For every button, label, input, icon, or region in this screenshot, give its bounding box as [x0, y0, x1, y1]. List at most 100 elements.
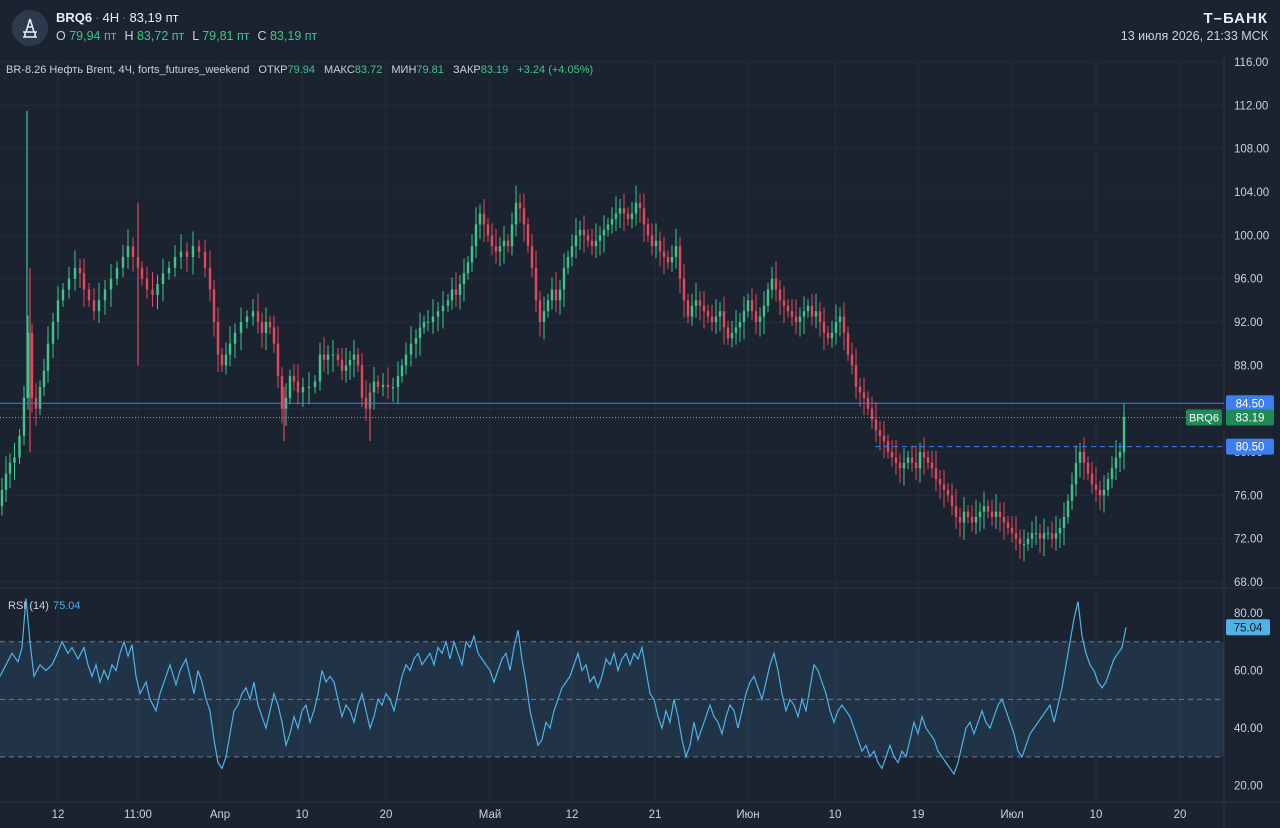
candle — [914, 445, 918, 481]
candle-body — [674, 246, 678, 257]
candle — [782, 285, 786, 324]
candle — [702, 291, 706, 329]
candle — [502, 226, 506, 264]
legend-open-label: ОТКР — [258, 64, 288, 76]
candle — [478, 204, 482, 240]
candle — [1034, 515, 1038, 546]
candle — [790, 299, 794, 326]
candle — [574, 218, 578, 259]
candle-body — [212, 289, 216, 322]
candle — [582, 215, 586, 253]
close-label: C — [257, 29, 267, 43]
candle — [454, 272, 458, 307]
candle — [510, 212, 514, 256]
candle-body — [409, 343, 413, 355]
last-price-tag — [1226, 409, 1274, 426]
candle-body — [1026, 538, 1030, 545]
candle — [706, 304, 710, 324]
candle-body — [934, 468, 938, 480]
candle — [56, 285, 60, 340]
candle — [618, 199, 622, 229]
candle — [292, 364, 296, 391]
legend-low: 79.81 — [416, 64, 444, 76]
candle — [558, 280, 562, 315]
candle-body — [272, 327, 276, 344]
candle-body — [51, 322, 55, 344]
legend-open: 79.94 — [287, 64, 315, 76]
candle-body — [966, 511, 970, 517]
candle-body — [766, 289, 770, 306]
candle — [878, 421, 882, 451]
candle-body — [414, 338, 418, 344]
candle-body — [280, 376, 284, 409]
candle-body — [490, 235, 494, 247]
rsi-legend[interactable]: RSI (14) 75.04 — [8, 600, 81, 612]
price-axis-tick: 88.00 — [1234, 360, 1263, 372]
candle — [372, 366, 376, 410]
candle — [1062, 502, 1066, 546]
candle-body — [890, 452, 894, 458]
candle — [462, 258, 466, 302]
candle — [30, 323, 34, 413]
candle — [982, 491, 986, 529]
candle-body — [710, 316, 714, 322]
candle — [646, 218, 650, 242]
candle-body — [4, 473, 8, 490]
candle — [518, 193, 522, 223]
candle-body — [606, 224, 610, 230]
candle-body — [534, 267, 538, 301]
candle-body — [806, 305, 810, 312]
candle-body — [742, 311, 746, 322]
candle-body — [678, 246, 682, 279]
candle — [710, 304, 714, 332]
candle — [798, 307, 802, 337]
candle — [758, 307, 762, 337]
price-axis-tick: 92.00 — [1234, 317, 1263, 329]
series-legend[interactable]: BR-8.26 Нефть Brent, 4Ч, forts_futures_w… — [6, 64, 593, 76]
candle-body — [208, 267, 212, 290]
candle-body — [770, 278, 774, 290]
candle-body — [714, 316, 718, 322]
legend-high-label: МАКС — [324, 64, 355, 76]
candle-body — [470, 246, 474, 263]
candle — [381, 372, 385, 397]
candle — [126, 228, 130, 269]
candle-body — [482, 213, 486, 225]
candle-body — [46, 343, 50, 371]
last-price-symbol-tag — [1186, 409, 1222, 426]
candle — [910, 445, 914, 473]
candle-body — [842, 316, 846, 333]
price-axis-tick: 76.00 — [1234, 490, 1263, 502]
candle-body — [718, 311, 722, 317]
candle — [1014, 515, 1018, 551]
symbol-name: BRQ6 — [56, 10, 93, 25]
time-axis-tick: Май — [479, 809, 502, 821]
candle — [838, 307, 842, 337]
symbol-title[interactable]: BRQ6 · 4H · 83,19 пт — [56, 10, 179, 25]
candle — [260, 312, 264, 348]
candle — [998, 502, 1002, 532]
candle — [498, 236, 502, 267]
candle — [890, 440, 894, 467]
candle — [239, 307, 243, 351]
candle-body — [8, 462, 12, 474]
candle-body — [386, 384, 390, 387]
candle — [602, 215, 606, 253]
candle — [140, 261, 144, 286]
candle-body — [762, 305, 766, 317]
candle-body — [331, 354, 335, 356]
candle — [441, 291, 445, 329]
candle-body — [276, 343, 280, 377]
candle-body — [121, 257, 125, 268]
candle-body — [526, 224, 530, 247]
legend-title: BR-8.26 Нефть Brent, 4Ч, forts_futures_w… — [6, 64, 250, 76]
candle-body — [151, 289, 154, 295]
candle-body — [13, 457, 16, 463]
candle — [446, 293, 450, 313]
candle — [542, 296, 546, 340]
candle — [1070, 472, 1074, 510]
candle — [61, 283, 65, 307]
candle — [750, 288, 754, 321]
candle — [738, 312, 742, 343]
